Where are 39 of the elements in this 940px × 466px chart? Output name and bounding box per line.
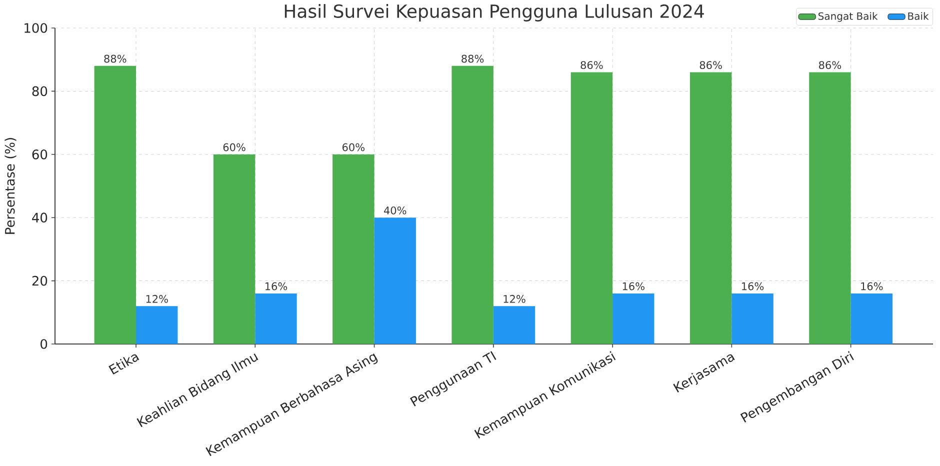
data-label: 12% [146,294,168,303]
data-label: 88% [104,54,126,63]
data-label: 86% [700,61,722,70]
bar [612,293,654,344]
bar [136,306,178,344]
y-tick-label: 0 [40,339,48,349]
bar [570,72,613,344]
data-label: 88% [462,54,484,63]
y-tick-label: 60 [32,149,48,160]
y-axis-title: Persentase (%) [4,138,16,234]
data-label: 60% [342,143,365,152]
legend-label: Baik [908,12,929,20]
bar [732,293,774,344]
bar [255,293,297,344]
data-label: 60% [223,143,246,152]
bar [493,306,536,344]
data-label: 16% [861,282,883,290]
bar [374,218,416,344]
data-label: 86% [580,61,603,70]
y-tick-label: 40 [32,212,48,223]
bar [452,66,494,344]
data-label: 86% [818,61,842,70]
legend-label: Sangat Baik [818,12,878,22]
bar [94,66,136,344]
bar [213,154,256,344]
y-tick-label: 80 [32,86,48,96]
bar [332,154,374,344]
y-tick-label: 20 [32,276,48,286]
data-label: 12% [504,294,526,303]
data-label: 16% [622,282,644,290]
data-label: 16% [265,282,288,290]
bar [690,72,732,344]
y-tick-label: 100 [24,23,48,33]
bar [809,72,851,344]
x-tick-label: Etika [108,354,140,375]
data-label: 16% [742,282,764,290]
data-label: 40% [384,206,406,214]
bar [850,293,893,344]
chart-title: Hasil Survei Kepuasan Pengguna Lulusan 2024 [284,4,704,22]
